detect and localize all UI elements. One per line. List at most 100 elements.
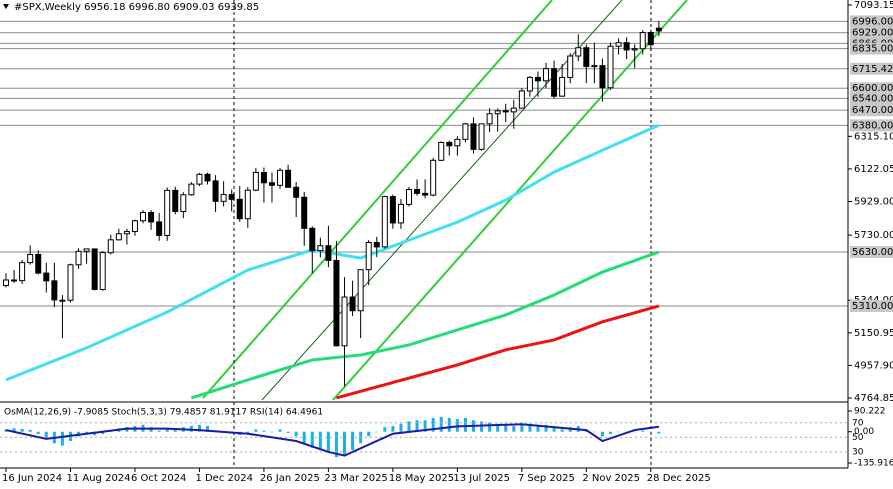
candle-body: [397, 203, 404, 224]
candle-body: [91, 248, 98, 290]
y-tick-label: 6122.05: [854, 164, 893, 175]
candle-body: [99, 252, 106, 290]
osma-bar: [278, 429, 282, 432]
candle-body: [599, 65, 606, 89]
x-tick-label: 16 Jun 2024: [2, 473, 62, 484]
candle-body: [446, 141, 453, 147]
level-label: 6835.00: [852, 44, 893, 55]
channel-lower: [332, 0, 688, 401]
candle-body: [236, 198, 243, 220]
level-box: [850, 92, 893, 105]
osma-bar: [592, 431, 596, 433]
candle-body: [333, 259, 340, 347]
x-tick-label: 23 Mar 2025: [324, 473, 387, 484]
osma-bar: [552, 428, 556, 432]
open-label: 6956.18: [84, 2, 125, 13]
candle-body: [470, 123, 477, 150]
osma-bar: [423, 420, 427, 432]
candle-body: [494, 110, 501, 115]
candle-body: [317, 245, 324, 252]
candle-body: [623, 42, 630, 51]
osma-bar: [512, 425, 516, 432]
candle-body: [357, 269, 364, 312]
candle-body: [35, 254, 42, 274]
candle-body: [268, 182, 275, 186]
candle-body: [615, 42, 622, 47]
osma-bar: [85, 431, 89, 433]
osma-bar: [415, 420, 419, 432]
candle-body: [518, 90, 525, 109]
candle-body: [325, 245, 332, 261]
moving-average: [5, 123, 660, 382]
candle-body: [543, 68, 550, 82]
osma-bar: [528, 423, 532, 432]
osma-bar: [439, 416, 443, 432]
symbol: #SPX,Weekly: [14, 2, 81, 13]
candle-body: [293, 186, 300, 198]
level-box: [850, 15, 893, 28]
candle-body: [107, 239, 114, 254]
rsi-line: [5, 423, 659, 457]
osma-bar: [536, 424, 540, 432]
osma-bar: [36, 431, 40, 435]
candle-body: [502, 110, 509, 113]
candle-body: [389, 196, 396, 224]
candle-body: [430, 159, 437, 196]
candle-body: [27, 254, 34, 264]
candle-body: [83, 248, 90, 252]
candle-body: [639, 32, 646, 50]
candle-body: [591, 65, 598, 68]
candle-body: [51, 280, 58, 301]
level-label: 5310.00: [852, 301, 893, 312]
osma-bar: [262, 430, 266, 432]
osma-bar: [44, 431, 48, 439]
candle-body: [11, 279, 18, 282]
osma-bar: [488, 422, 492, 432]
x-tick-label: 6 Oct 2024: [131, 473, 186, 484]
y-tick-label: 7093.15: [854, 0, 893, 11]
osma-tick-label: 0.00: [854, 427, 874, 437]
candle-body: [583, 47, 590, 67]
candle-body: [486, 113, 493, 125]
high-label: 6996.80: [129, 2, 170, 13]
header-icon: [3, 4, 9, 9]
rsi-tick-label: 50: [852, 433, 864, 443]
level-box: [850, 62, 893, 75]
osma-bar: [520, 424, 524, 432]
level-label: 6540.00: [852, 93, 893, 104]
level-label: 6470.00: [852, 105, 893, 116]
osma-bar: [165, 428, 169, 432]
candle-body: [123, 231, 130, 235]
candle-body: [285, 169, 292, 188]
candle-body: [196, 173, 203, 185]
candle-body: [244, 189, 251, 220]
candle-body: [462, 123, 469, 140]
osma-bar: [367, 431, 371, 437]
osma-bar: [496, 423, 500, 432]
candle-body: [551, 68, 558, 97]
candle-body: [228, 194, 235, 200]
candle-body: [301, 196, 308, 229]
osma-bar: [383, 427, 387, 432]
candle-body: [559, 76, 566, 97]
candle-body: [140, 211, 147, 222]
x-tick-label: 26 Jan 2025: [260, 473, 320, 484]
y-tick-label: 4957.90: [854, 360, 893, 371]
candle-body: [148, 211, 155, 223]
candle-body: [349, 296, 356, 312]
rsi-tick-label: 70: [852, 418, 864, 428]
osma-bar: [641, 430, 645, 432]
osma-bar: [657, 431, 661, 434]
level-label: 6996.00: [852, 16, 893, 27]
osma-bar: [447, 417, 451, 432]
osma-bar: [28, 429, 32, 432]
candle-body: [188, 183, 195, 196]
osma-bar: [504, 424, 508, 432]
x-tick-label: 28 Dec 2025: [647, 473, 711, 484]
x-tick-label: 2 Nov 2025: [582, 473, 640, 484]
osma-bar: [206, 425, 209, 432]
level-box: [850, 82, 893, 95]
osma-tick-label: 90.222: [854, 407, 886, 417]
